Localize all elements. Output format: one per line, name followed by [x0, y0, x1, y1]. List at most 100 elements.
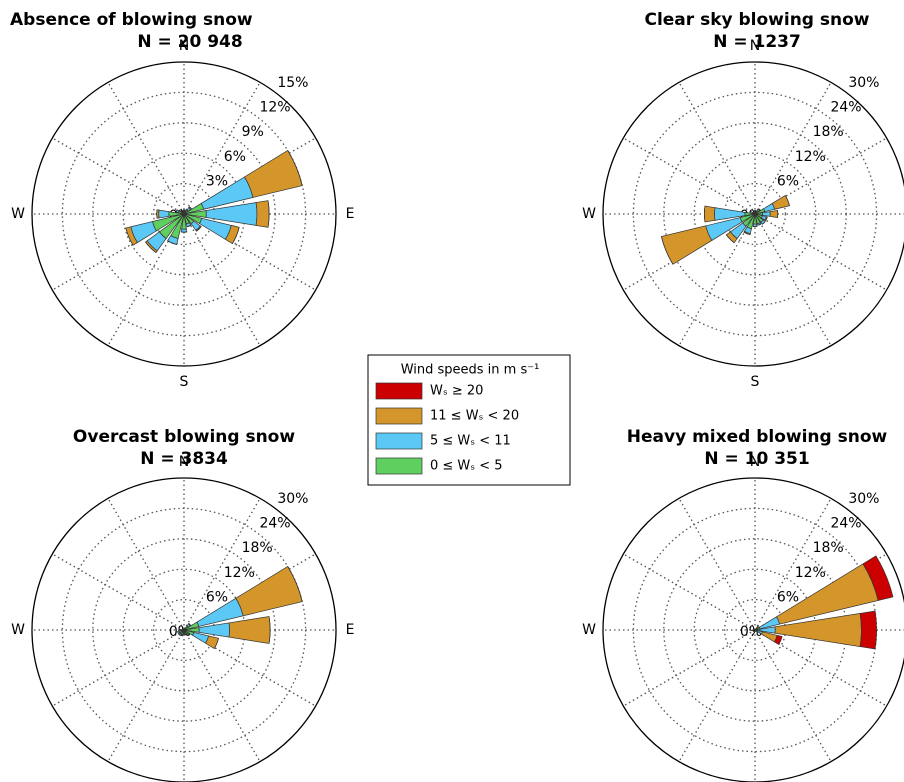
r-tick-label: 30%	[848, 491, 879, 507]
direction-label: N	[750, 454, 760, 470]
r-tick-label: 18%	[813, 124, 844, 140]
spoke	[754, 213, 832, 346]
outer-ring	[31, 477, 337, 782]
legend-swatch	[375, 382, 423, 400]
spoke	[678, 498, 756, 631]
legend-label: 0 ≤ Wₛ < 5	[430, 459, 503, 474]
r-tick-label: 6%	[777, 173, 799, 189]
spoke	[754, 629, 887, 707]
wedge	[703, 205, 716, 223]
wedge	[199, 217, 232, 240]
wedge	[773, 634, 783, 646]
r-tick-label: 12%	[795, 149, 826, 165]
wedge	[757, 626, 759, 628]
spoke	[183, 137, 316, 215]
wedge	[752, 211, 754, 213]
r-tick-label: 24%	[830, 516, 861, 532]
wedge	[185, 634, 187, 636]
direction-label: N	[179, 38, 189, 54]
spoke	[107, 498, 185, 631]
wedge	[287, 150, 303, 186]
wedge	[862, 555, 894, 601]
wedge	[158, 209, 170, 219]
legend-label: 11 ≤ Wₛ < 20	[430, 409, 519, 424]
wedge	[660, 225, 713, 265]
grid-ring	[663, 122, 847, 306]
outer-ring	[31, 61, 337, 367]
direction-label: W	[582, 206, 596, 222]
chart-title: Clear sky blowing snow	[644, 10, 869, 30]
r-tick-label: 24%	[830, 100, 861, 116]
spoke	[52, 629, 185, 707]
legend-label: 5 ≤ Wₛ < 11	[430, 434, 511, 449]
r-tick-label: 30%	[848, 75, 879, 91]
wedge	[726, 234, 735, 243]
chart-subtitle: N = 1237	[713, 32, 801, 52]
wedge	[769, 210, 779, 218]
spoke	[183, 629, 261, 762]
r-tick-label: 15%	[277, 75, 308, 91]
wedge	[784, 195, 790, 206]
wedge	[180, 228, 188, 233]
outer-ring	[602, 477, 904, 782]
direction-label: E	[346, 206, 355, 222]
wedge	[749, 211, 751, 213]
direction-label: W	[582, 622, 596, 638]
wedge	[188, 623, 191, 626]
spoke	[623, 213, 756, 291]
wedge	[243, 149, 303, 198]
grid-ring	[632, 91, 878, 337]
r-tick-label: 12%	[224, 565, 255, 581]
chart-title: Heavy mixed blowing snow	[627, 427, 888, 447]
spoke	[107, 213, 185, 346]
wedge	[255, 200, 270, 228]
grid-ring	[92, 122, 276, 306]
spoke	[183, 213, 261, 346]
r-tick-label: 6%	[206, 589, 228, 605]
r-tick-label: 24%	[259, 516, 290, 532]
r-tick-label: 9%	[242, 124, 264, 140]
spoke	[754, 498, 832, 631]
wedge	[167, 240, 177, 245]
wedge	[125, 227, 134, 246]
spoke	[754, 137, 887, 215]
chart-title: Absence of blowing snow	[10, 10, 253, 30]
spoke	[183, 553, 316, 631]
spoke	[678, 629, 756, 762]
wedge	[703, 206, 706, 222]
wedge	[758, 208, 761, 211]
wedge	[213, 638, 219, 649]
wedge	[268, 616, 271, 644]
wedge	[771, 194, 790, 210]
spoke	[623, 629, 756, 707]
direction-label: S	[180, 374, 189, 390]
spoke	[754, 213, 887, 291]
spoke	[623, 137, 756, 215]
spoke	[183, 498, 261, 631]
wedge	[228, 616, 271, 644]
wedge	[859, 610, 877, 650]
direction-label: E	[346, 622, 355, 638]
wedge	[189, 206, 192, 209]
spoke	[754, 82, 832, 215]
r-tick-label: 12%	[795, 565, 826, 581]
chart-title: Overcast blowing snow	[73, 427, 295, 447]
wedge	[765, 216, 768, 221]
legend-title: Wind speeds in m s⁻¹	[401, 363, 540, 378]
spoke	[183, 629, 316, 707]
r-tick-label: 12%	[259, 100, 290, 116]
spoke	[52, 553, 185, 631]
direction-label: W	[11, 206, 25, 222]
spoke	[52, 137, 185, 215]
wedge	[287, 566, 303, 602]
chart-subtitle: N = 20 948	[137, 32, 242, 52]
legend-swatch	[375, 457, 423, 475]
r-tick-label: 6%	[777, 589, 799, 605]
r-tick-label: 18%	[242, 540, 273, 556]
grid-ring	[92, 538, 276, 722]
wedge	[187, 633, 190, 636]
r-tick-label: 3%	[206, 173, 228, 189]
